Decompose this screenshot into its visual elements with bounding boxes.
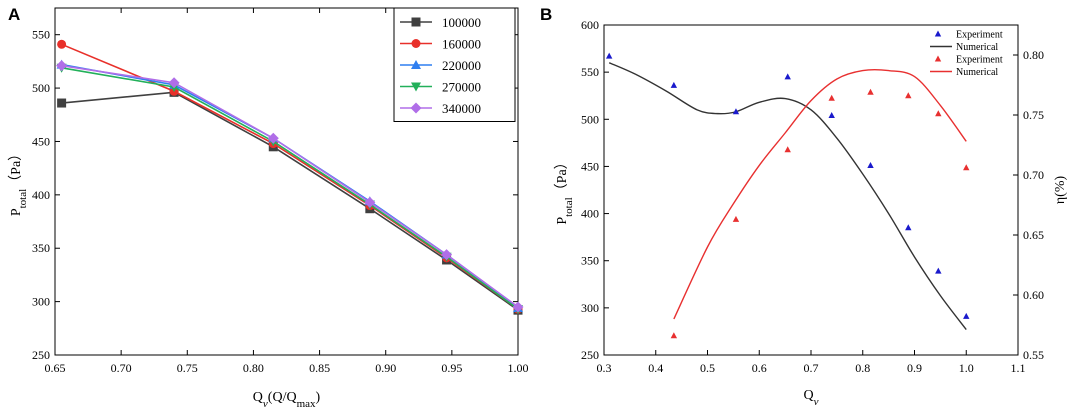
data-point-340000 (267, 132, 279, 144)
x-tick-label: 0.65 (45, 361, 66, 375)
series-line-270000 (61, 67, 519, 310)
x-tick-label: 1.0 (959, 361, 974, 375)
legend-label: 220000 (442, 58, 481, 73)
y-tick-label: 600 (581, 18, 599, 32)
pressure-experiment-point (828, 112, 835, 119)
efficiency-experiment-point (828, 94, 835, 101)
efficiency-experiment-point (784, 146, 791, 153)
legend-marker-270000 (411, 82, 421, 92)
legend-label: 270000 (442, 80, 481, 95)
legend-label: Experiment (956, 30, 1003, 41)
x-tick-label: 0.85 (309, 361, 330, 375)
pressure-experiment-point (905, 224, 912, 231)
pressure-experiment-point (963, 312, 970, 319)
efficiency-numerical-line (673, 69, 967, 320)
y-tick-label: 300 (32, 295, 50, 309)
pressure-experiment-point (935, 267, 942, 274)
plot-frame (54, 7, 519, 356)
panel-letter-b: B (540, 5, 552, 24)
data-point-340000 (441, 249, 453, 261)
pressure-experiment-point (605, 52, 613, 59)
x-tick-label: 0.95 (441, 361, 462, 375)
series-line-100000 (61, 91, 519, 311)
panel-b: B 0.3 0.4 0.5 0.6 0.7 0.8 0.9 1.0 1.1 250 300 350 400… (540, 5, 1068, 408)
legend-label: 160000 (442, 37, 481, 52)
x-axis-title: Qv (803, 388, 818, 408)
efficiency-experiment-point (905, 92, 912, 99)
y-tick-label: 400 (32, 188, 50, 202)
legend-marker-100000 (411, 17, 421, 27)
data-point-340000 (168, 77, 180, 89)
y2-tick-label: 0.65 (1023, 228, 1044, 242)
x-tick-label: 0.70 (111, 361, 132, 375)
efficiency-experiment-point (867, 88, 874, 95)
y2-tick-label: 0.70 (1023, 168, 1044, 182)
legend-marker (934, 30, 942, 37)
legend-label: Numerical (956, 42, 998, 53)
legend-marker-160000 (411, 39, 421, 48)
x-tick-label: 0.80 (243, 361, 264, 375)
y-tick-label: 550 (32, 28, 50, 42)
legend-marker-220000 (411, 60, 421, 69)
y2-tick-label: 0.75 (1023, 108, 1044, 122)
legend-label: 340000 (442, 101, 481, 116)
panel-letter-a: A (8, 5, 20, 24)
x-tick-label: 0.5 (700, 361, 715, 375)
data-point-100000 (57, 98, 67, 108)
x-tick-label: 0.7 (804, 361, 819, 375)
series-line-340000 (61, 64, 519, 308)
y-tick-label: 450 (581, 159, 599, 173)
legend-marker-340000 (410, 102, 422, 114)
y-tick-label: 300 (581, 301, 599, 315)
x-tick-label: 1.00 (508, 361, 529, 375)
pressure-experiment-point (784, 73, 791, 80)
y2-axis-title: η(%) (1053, 176, 1068, 205)
data-point-160000 (57, 39, 67, 49)
x-tick-label: 0.75 (177, 361, 198, 375)
x-tick-label: 0.9 (907, 361, 922, 375)
pressure-numerical-line (608, 62, 967, 330)
y-tick-label: 500 (32, 81, 50, 95)
panel-a: A 0.65 0.70 0.75 0.80 0.85 0.90 0.95 1.00 250 300 3… (8, 5, 529, 410)
x-tick-label: 0.3 (597, 361, 612, 375)
y-tick-label: 500 (581, 112, 599, 126)
y-tick-label: 250 (32, 348, 50, 362)
pressure-experiment-point (867, 161, 874, 168)
y-tick-label: 550 (581, 65, 599, 79)
x-tick-label: 0.4 (648, 361, 663, 375)
data-point-340000 (512, 301, 524, 313)
y2-tick-label: 0.60 (1023, 288, 1044, 302)
efficiency-experiment-point (670, 332, 678, 339)
legend-label: 100000 (442, 15, 481, 30)
x-tick-label: 0.6 (752, 361, 767, 375)
y-tick-label: 350 (32, 241, 50, 255)
legend-label: Numerical (956, 67, 998, 78)
y-tick-label: 250 (581, 348, 599, 362)
legend-label: Experiment (956, 55, 1003, 66)
data-point-340000 (364, 196, 376, 208)
pressure-experiment-point (670, 81, 678, 88)
x-tick-label: 1.1 (1011, 361, 1026, 375)
y2-tick-label: 0.55 (1023, 348, 1044, 362)
y-tick-label: 400 (581, 207, 599, 221)
x-axis-title: Qv(Q/Qmax) (253, 390, 321, 410)
y-tick-label: 450 (32, 134, 50, 148)
x-tick-label: 0.8 (855, 361, 870, 375)
legend-marker (934, 55, 942, 62)
x-tick-label: 0.90 (375, 361, 396, 375)
y-tick-label: 350 (581, 254, 599, 268)
y-axis-title: Ptotal（Pa） (8, 147, 29, 216)
y2-tick-label: 0.80 (1023, 48, 1044, 62)
efficiency-experiment-point (935, 110, 942, 117)
efficiency-experiment-point (963, 164, 970, 171)
pressure-experiment-point (732, 108, 740, 115)
data-point-340000 (56, 60, 68, 72)
efficiency-experiment-point (732, 215, 740, 222)
y-axis-title: Ptotal（Pa） (554, 155, 575, 224)
